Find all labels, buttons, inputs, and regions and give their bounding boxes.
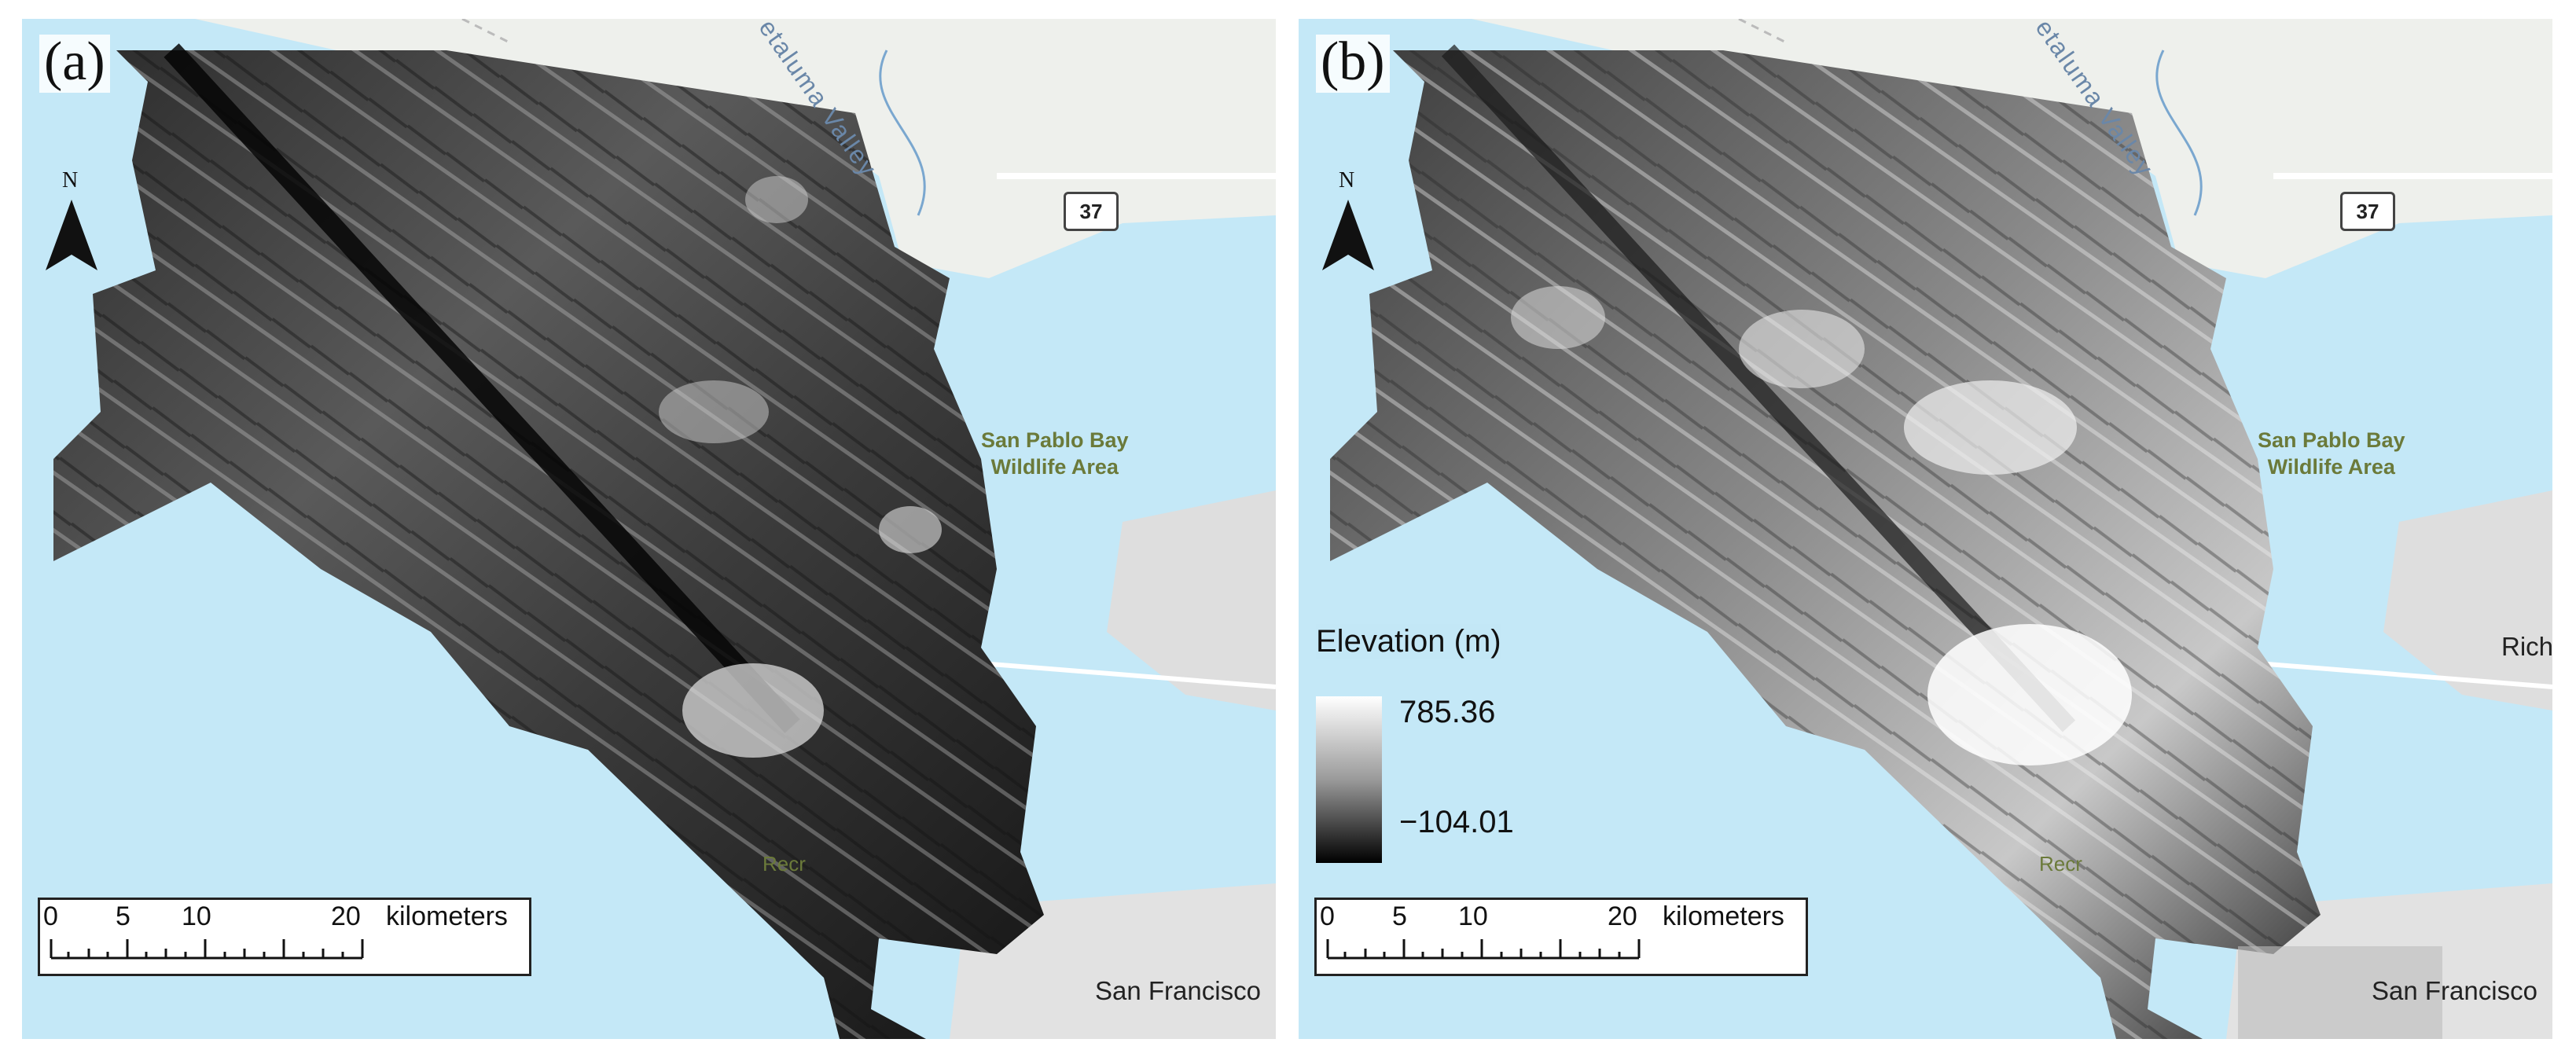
highway-shield-b: 37 bbox=[2340, 192, 2395, 231]
north-arrow-icon: N bbox=[44, 168, 99, 318]
legend-max: 785.36 bbox=[1399, 695, 1496, 729]
place-label-rich-b: Rich bbox=[2501, 632, 2552, 661]
scale-tick-5: 5 bbox=[116, 901, 130, 931]
north-arrow-icon: N bbox=[1321, 168, 1376, 318]
scale-tick-20: 20 bbox=[331, 901, 361, 931]
panel-label-b: (b) bbox=[1316, 35, 1390, 93]
place-label-bay-a: San Pablo Bay Wildlife Area bbox=[981, 428, 1129, 479]
map-panel-a: (a) etaluma Valley 37 San Pablo Bay Wild… bbox=[22, 19, 1276, 1039]
place-label-sf-a: San Francisco bbox=[1095, 976, 1261, 1005]
scale-unit: kilometers bbox=[386, 901, 508, 931]
highway-shield-a: 37 bbox=[1064, 192, 1119, 231]
legend-min: −104.01 bbox=[1399, 805, 1514, 839]
scale-tick-10: 10 bbox=[182, 901, 211, 931]
scale-bar-a: 0 5 10 20 kilometers bbox=[38, 898, 531, 976]
place-label-sf-b: San Francisco bbox=[2372, 976, 2537, 1005]
north-letter: N bbox=[1339, 168, 1355, 193]
north-letter: N bbox=[62, 168, 79, 193]
place-label-rec-a: Recr bbox=[763, 852, 806, 876]
legend-title: Elevation (m) bbox=[1316, 624, 1501, 659]
place-label-rec-b: Recr bbox=[2039, 852, 2082, 876]
panel-label-a: (a) bbox=[39, 35, 110, 93]
scale-tick-0: 0 bbox=[1320, 901, 1335, 931]
scale-bar-b: 0 5 10 20 kilometers bbox=[1314, 898, 1808, 976]
scale-tick-0: 0 bbox=[43, 901, 58, 931]
basemap-a bbox=[53, 19, 1276, 1039]
scale-tick-5: 5 bbox=[1392, 901, 1407, 931]
scale-tick-20: 20 bbox=[1608, 901, 1637, 931]
scale-tick-10: 10 bbox=[1458, 901, 1488, 931]
basemap-b bbox=[1330, 19, 2552, 1039]
map-panel-b: (b) etaluma Valley 37 San Pablo Bay Wild… bbox=[1299, 19, 2552, 1039]
place-label-bay-b: San Pablo Bay Wildlife Area bbox=[2258, 428, 2405, 479]
legend-color-ramp bbox=[1316, 696, 1382, 863]
scale-unit: kilometers bbox=[1663, 901, 1784, 931]
